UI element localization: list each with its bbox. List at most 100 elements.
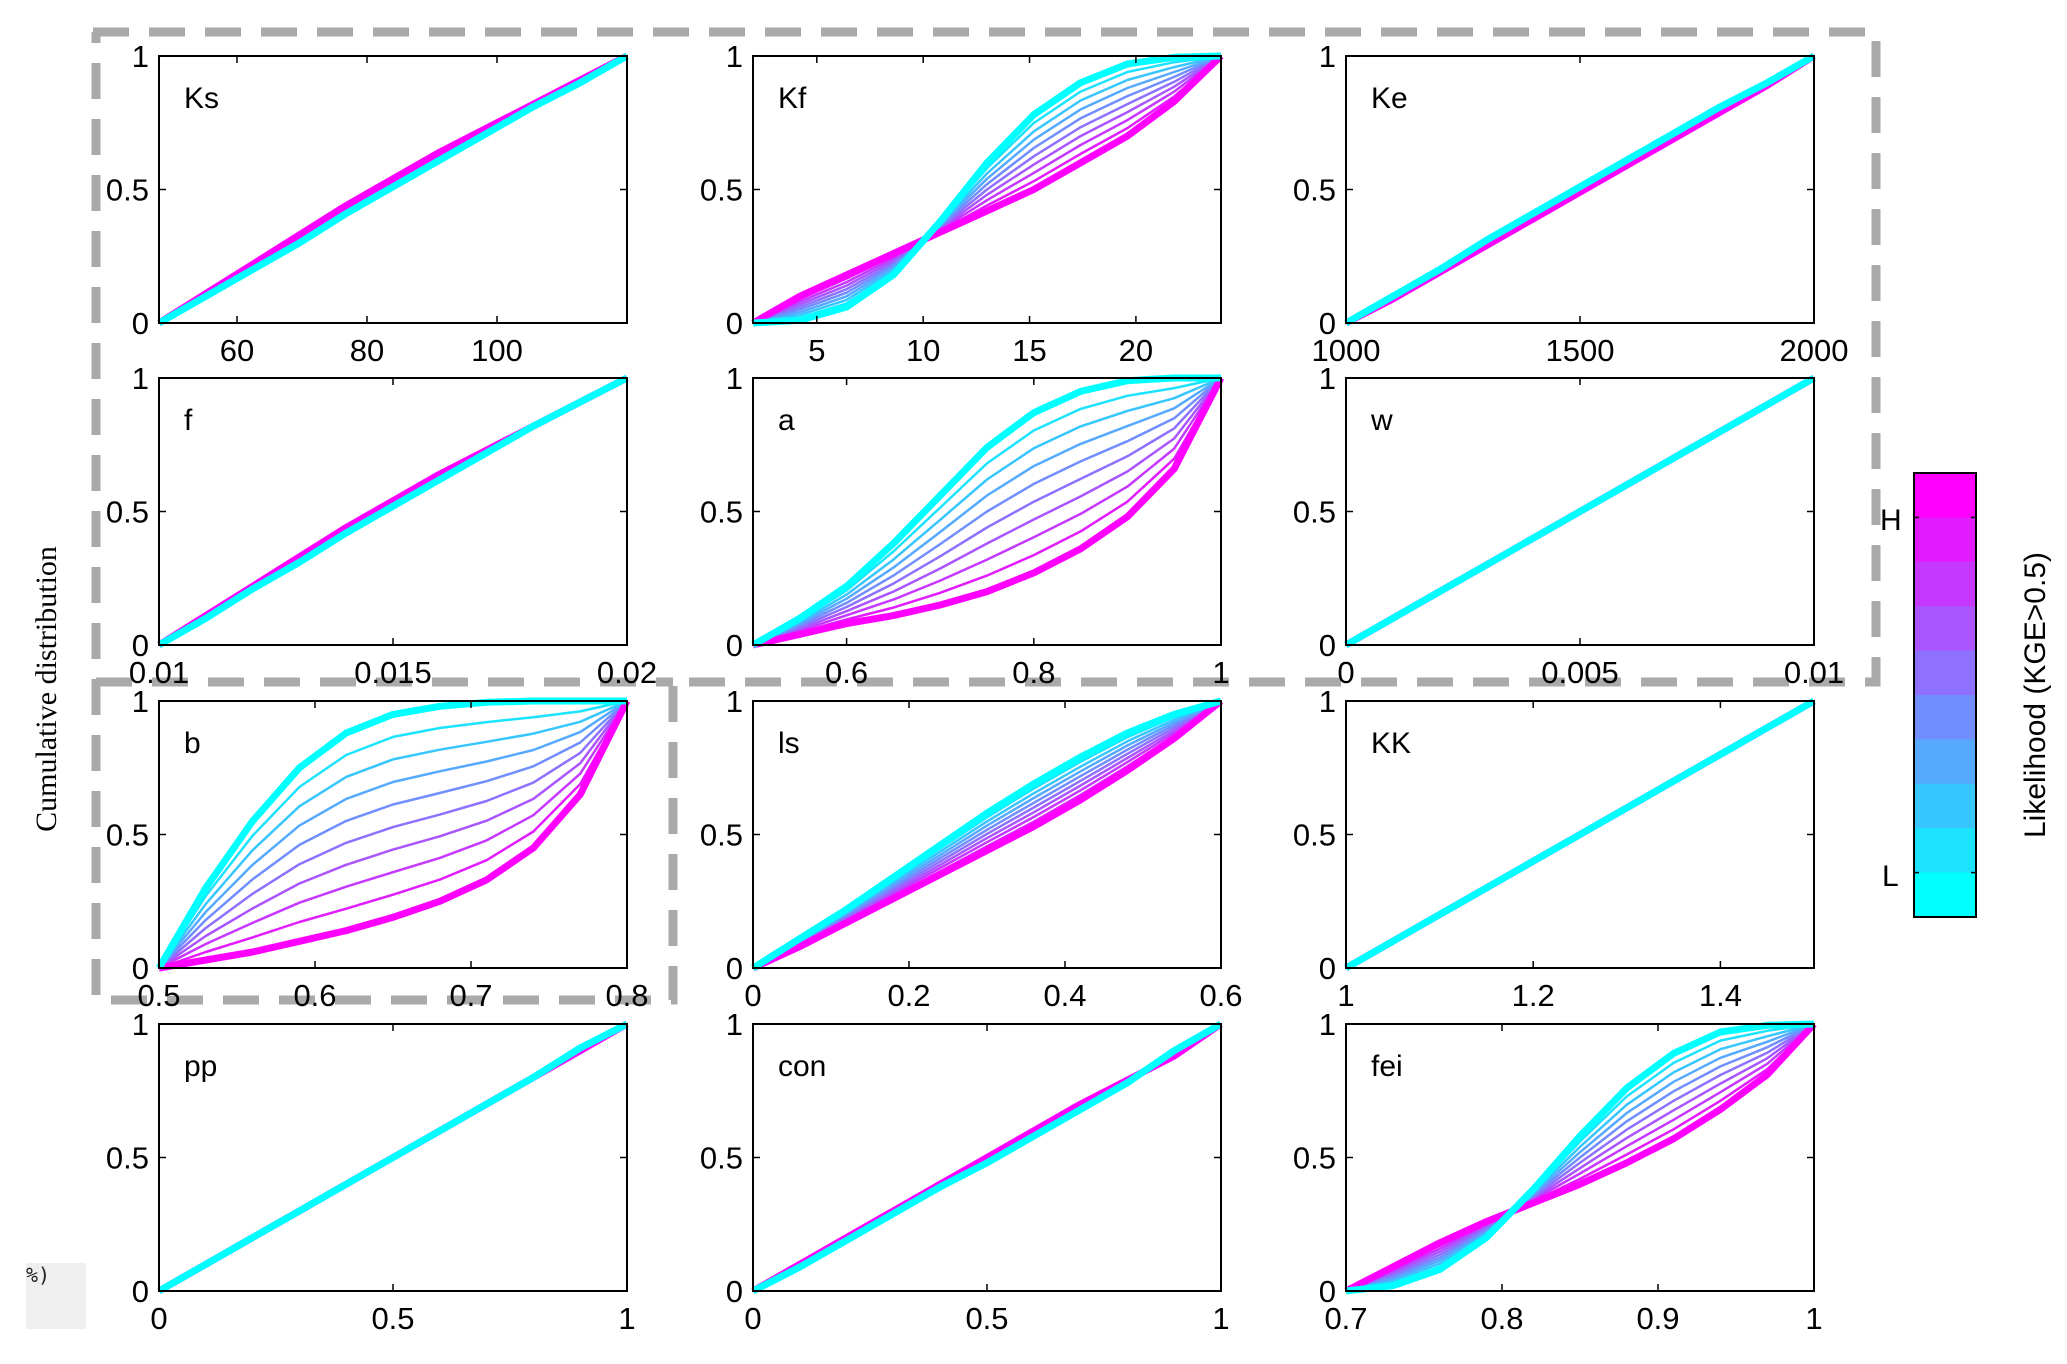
y-tick-label: 0 <box>1319 628 1336 663</box>
x-tick-label: 1 <box>1337 978 1354 1013</box>
highlight-box-top <box>91 27 1881 1005</box>
cdf-curve-likelihood-5 <box>752 54 1222 325</box>
cdf-curve-likelihood-10 <box>1344 52 1816 327</box>
x-tick-label: 0.01 <box>129 655 189 690</box>
y-tick-label: 1 <box>726 684 743 719</box>
colorbar-band-10 <box>1914 872 1976 918</box>
y-tick-label: 1 <box>132 361 149 396</box>
panel-fei: 0.7 0.8 0.9 1 0 0.5 1 fei <box>1293 1007 1823 1336</box>
cdf-curve-likelihood-7 <box>752 54 1222 325</box>
x-tick-label: 15 <box>1012 333 1046 368</box>
y-tick-label: 0 <box>1319 1274 1336 1309</box>
x-tick-label: 60 <box>220 333 254 368</box>
y-tick-label: 0.5 <box>700 173 743 208</box>
x-tick-label: 0 <box>744 1301 761 1336</box>
cdf-curve-likelihood-8 <box>752 376 1222 647</box>
colorbar-band-7 <box>1914 739 1976 785</box>
panel-KK: 1 1.2 1.4 0 0.5 1 KK <box>1293 684 1816 1013</box>
cdf-curve-likelihood-7 <box>1345 1022 1815 1293</box>
cdf-curve-likelihood-7 <box>158 699 628 969</box>
y-tick-label: 0.5 <box>1293 818 1336 853</box>
panel-a: 0.6 0.8 1 0 0.5 1 a <box>700 361 1230 690</box>
x-tick-label: 1.4 <box>1699 978 1742 1013</box>
cdf-curve-likelihood-10 <box>751 697 1222 971</box>
panel-Ke: 1000 1500 2000 0 0.5 1 Ke <box>1293 39 1849 368</box>
cdf-curve-likelihood-6 <box>752 54 1222 325</box>
panel-label: w <box>1370 404 1393 437</box>
y-tick-label: 0.5 <box>700 818 743 853</box>
x-tick-label: 2000 <box>1780 333 1849 368</box>
y-tick-label: 0 <box>132 1274 149 1309</box>
colorbar-high-label: H <box>1880 504 1902 537</box>
cdf-curve-likelihood-1 <box>158 699 631 972</box>
cdf-curve-likelihood-7 <box>752 376 1222 647</box>
cdf-curve-likelihood-5 <box>158 700 628 969</box>
y-tick-label: 0 <box>1319 951 1336 986</box>
panel-label: Ke <box>1371 82 1408 115</box>
cdf-curve-likelihood-1 <box>752 376 1225 649</box>
x-tick-label: 0.005 <box>1541 655 1619 690</box>
y-tick-label: 0.5 <box>1293 173 1336 208</box>
x-tick-label: 0.6 <box>293 978 336 1013</box>
y-tick-label: 0.5 <box>106 495 149 530</box>
x-tick-label: 0.5 <box>137 978 180 1013</box>
y-tick-label: 1 <box>1319 1007 1336 1042</box>
y-tick-label: 0.5 <box>106 1141 149 1176</box>
panel-label: b <box>184 727 201 760</box>
y-tick-label: 0.5 <box>1293 495 1336 530</box>
artifact-text: %) <box>26 1263 51 1287</box>
cdf-curve-likelihood-4 <box>752 54 1222 325</box>
x-tick-label: 0 <box>744 978 761 1013</box>
y-axis-label: Cumulative distribution <box>30 546 63 832</box>
cdf-curve-likelihood-3 <box>158 700 629 970</box>
x-tick-label: 0.01 <box>1784 655 1844 690</box>
x-tick-label: 0.8 <box>605 978 648 1013</box>
panel-con: 0 0.5 1 0 0.5 1 con <box>700 1007 1230 1336</box>
cdf-curve-likelihood-3 <box>1345 1023 1815 1293</box>
colorbar-band-9 <box>1914 828 1976 874</box>
cropped-artifact: %) <box>26 1263 86 1329</box>
y-tick-label: 0 <box>726 1274 743 1309</box>
colorbar-frame <box>1913 472 1977 918</box>
x-tick-label: 20 <box>1119 333 1153 368</box>
colorbar-band-5 <box>1914 650 1976 696</box>
highlight-boxes <box>91 27 1881 1005</box>
cdf-curve-likelihood-10 <box>157 1020 629 1295</box>
y-tick-label: 0.5 <box>700 495 743 530</box>
panel-label: a <box>778 404 795 437</box>
x-tick-label: 0.7 <box>449 978 492 1013</box>
cdf-curve-likelihood-10 <box>1344 697 1816 972</box>
x-tick-label: 0.9 <box>1636 1301 1679 1336</box>
cdf-curve-likelihood-10 <box>751 374 1221 649</box>
panel-label: ls <box>778 727 800 760</box>
y-tick-label: 0 <box>132 306 149 341</box>
panel-w: 0 0.005 0.01 0 0.5 1 w <box>1293 361 1844 690</box>
y-tick-label: 1 <box>132 39 149 74</box>
panel-f: 0.01 0.015 0.02 0 0.5 1 f <box>106 361 657 690</box>
y-tick-label: 1 <box>726 361 743 396</box>
colorbar-band-6 <box>1914 695 1976 740</box>
panel-ls: 0 0.2 0.4 0.6 0 0.5 1 ls <box>700 684 1243 1013</box>
x-tick-label: 1 <box>1805 1301 1822 1336</box>
panel-label: Ks <box>184 82 219 115</box>
x-tick-label: 0.8 <box>1012 655 1055 690</box>
cdf-curve-likelihood-10 <box>752 52 1222 327</box>
y-tick-label: 0 <box>1319 306 1336 341</box>
panel-label: fei <box>1371 1050 1403 1083</box>
panel-label: con <box>778 1050 826 1083</box>
x-tick-label: 0.015 <box>354 655 432 690</box>
panel-label: pp <box>184 1050 217 1083</box>
x-tick-label: 0.5 <box>965 1301 1008 1336</box>
cdf-curve-likelihood-1 <box>751 53 1224 327</box>
cdf-curve-likelihood-4 <box>752 377 1222 647</box>
cdf-curve-likelihood-5 <box>1345 1022 1815 1293</box>
x-tick-label: 1 <box>618 1301 635 1336</box>
cdf-curve-likelihood-8 <box>157 699 628 969</box>
y-tick-label: 1 <box>726 1007 743 1042</box>
cdf-curve-likelihood-10 <box>157 374 629 649</box>
colorbar-band-2 <box>1914 517 1976 563</box>
x-tick-label: 0.7 <box>1324 1301 1367 1336</box>
cdf-curve-likelihood-3 <box>752 377 1223 647</box>
x-tick-label: 0.4 <box>1043 978 1086 1013</box>
